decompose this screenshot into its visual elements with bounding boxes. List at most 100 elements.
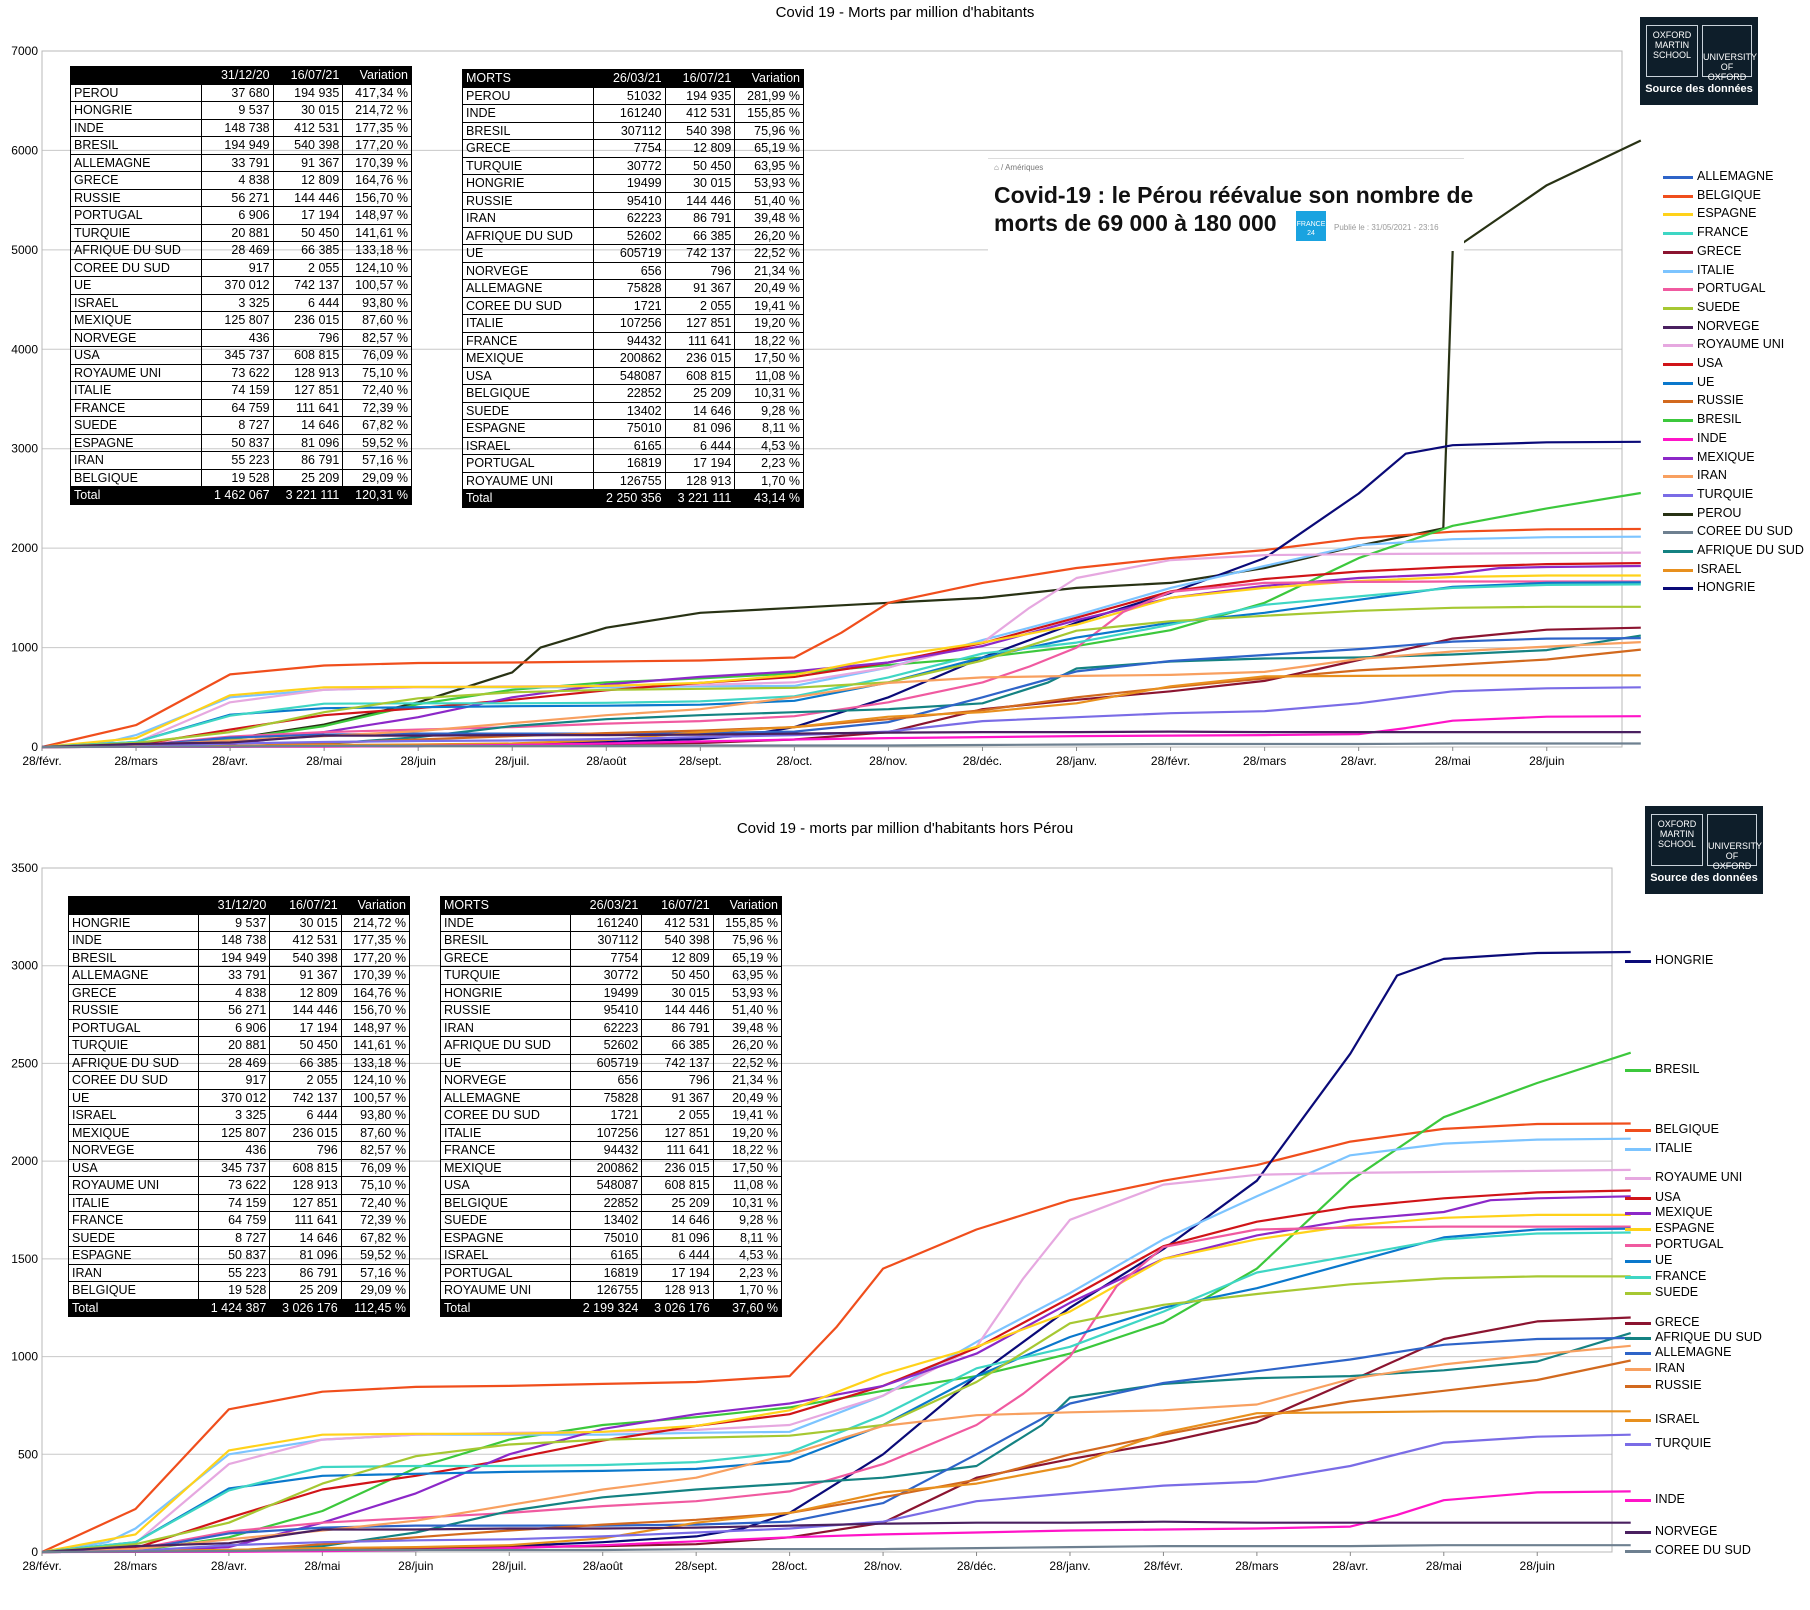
value-cell: 75828 [592, 279, 666, 298]
value-cell: 30 015 [269, 913, 342, 932]
value-cell: 53,93 % [734, 174, 804, 193]
value-cell: 127 851 [664, 314, 736, 333]
table-row: BELGIQUE 19 528 25 209 29,09 % [68, 1281, 411, 1300]
value-cell: 73 622 [200, 363, 274, 382]
end-label-swatch [1625, 1197, 1651, 1200]
table-row: MEXIQUE 125 807 236 015 87,60 % [70, 311, 412, 330]
end-label: MEXIQUE [1655, 1205, 1713, 1219]
x-tick-label: 28/mai [1426, 1559, 1462, 1573]
end-label: UE [1655, 1253, 1673, 1267]
value-cell: 128 913 [664, 471, 736, 490]
series-line-perou [41, 139, 1642, 749]
x-tick-label: 28/févr. [22, 754, 61, 768]
value-cell: 796 [272, 328, 344, 347]
end-label-swatch [1625, 1069, 1651, 1072]
table-row: AFRIQUE DU SUD 52602 66 385 26,20 % [462, 226, 804, 245]
legend-swatch [1663, 493, 1693, 497]
value-cell: 605719 [592, 244, 666, 263]
university-of-oxford-icon: UNIVERSITY OF OXFORD [1702, 25, 1757, 82]
value-cell: 19,20 % [734, 314, 804, 333]
value-cell: 127 851 [641, 1123, 714, 1142]
legend-label: HONGRIE [1697, 580, 1756, 595]
value-cell: 656 [592, 261, 666, 280]
end-label-swatch [1625, 1368, 1651, 1371]
y-tick-label: 3000 [11, 442, 38, 456]
source-link[interactable]: Source des données [1650, 872, 1758, 884]
legend-label: IRAN [1697, 468, 1727, 483]
table-row: USA 345 737 608 815 76,09 % [68, 1158, 411, 1177]
value-cell: 50 837 [197, 1246, 271, 1265]
value-cell: 170,39 % [340, 966, 411, 985]
value-cell: 16/07/21 [272, 66, 344, 85]
value-cell: 236 015 [269, 1123, 342, 1142]
y-tick-label: 1000 [11, 641, 38, 655]
series-line-coree-du-sud [41, 1544, 1631, 1554]
value-cell: 29,09 % [340, 1281, 411, 1300]
value-cell: 17 194 [272, 206, 344, 225]
value-cell: 9 537 [197, 913, 271, 932]
value-cell: 111 641 [664, 331, 736, 350]
value-cell: 21,34 % [712, 1071, 783, 1090]
country-cell: IRAN [70, 451, 202, 470]
value-cell: 1721 [592, 296, 666, 315]
country-cell: PORTUGAL [70, 206, 202, 225]
table-row: MEXIQUE 125 807 236 015 87,60 % [68, 1123, 411, 1142]
table-row: FRANCE 94432 111 641 18,22 % [440, 1141, 783, 1160]
source-link[interactable]: Source des données [1645, 83, 1753, 95]
table-row: ISRAEL 3 325 6 444 93,80 % [70, 293, 412, 312]
value-cell: 12 809 [641, 948, 714, 967]
value-cell: 87,60 % [342, 311, 412, 330]
end-label: BRESIL [1655, 1062, 1700, 1076]
value-cell: 31/12/20 [197, 896, 271, 915]
country-cell: ESPAGNE [462, 419, 594, 438]
value-cell: 540 398 [269, 948, 342, 967]
table-row: GRECE 7754 12 809 65,19 % [462, 139, 804, 158]
value-cell: 64 759 [197, 1211, 271, 1230]
value-cell: 72,40 % [342, 381, 412, 400]
value-cell: 55 223 [197, 1263, 271, 1282]
end-label-swatch [1625, 1148, 1651, 1151]
table-row: ISRAEL 6165 6 444 4,53 % [440, 1246, 783, 1265]
end-label-swatch [1625, 1212, 1651, 1215]
legend-swatch [1663, 232, 1693, 236]
series-line-norvege [41, 1520, 1631, 1554]
x-tick-label: 28/avr. [211, 1559, 247, 1573]
value-cell: 25 209 [269, 1281, 342, 1300]
value-cell: 93,80 % [340, 1106, 411, 1125]
series-line-belgique [41, 527, 1641, 749]
value-cell: 50 450 [641, 966, 714, 985]
value-cell: 540 398 [664, 121, 736, 140]
value-cell: 155,85 % [734, 104, 804, 123]
country-cell: TURQUIE [462, 156, 594, 175]
value-cell: 82,57 % [340, 1141, 411, 1160]
value-cell: 917 [200, 258, 274, 277]
chart-title: Covid 19 - Morts par million d'habitants [775, 4, 1035, 21]
series-line-ue [41, 581, 1641, 749]
series-line-italie [41, 535, 1641, 749]
country-cell: NORVEGE [68, 1141, 199, 1160]
country-cell [70, 66, 202, 85]
value-cell: 128 913 [641, 1281, 714, 1300]
value-cell: 13402 [592, 401, 666, 420]
table-row: ESPAGNE 75010 81 096 8,11 % [440, 1228, 783, 1247]
value-cell: 6 444 [641, 1246, 714, 1265]
country-cell: BRESIL [68, 948, 199, 967]
country-cell: ISRAEL [462, 436, 594, 455]
y-tick-label: 7000 [11, 44, 38, 58]
value-cell: 608 815 [641, 1176, 714, 1195]
country-cell: SUEDE [462, 401, 594, 420]
country-cell: IRAN [462, 209, 594, 228]
country-cell: AFRIQUE DU SUD [462, 226, 594, 245]
value-cell: 548087 [569, 1176, 643, 1195]
y-tick-label: 4000 [11, 342, 38, 356]
value-cell: 59,52 % [340, 1246, 411, 1265]
table-row: RUSSIE 56 271 144 446 156,70 % [70, 188, 412, 207]
y-tick-label: 2500 [11, 1056, 38, 1070]
value-cell: 37 680 [200, 83, 274, 102]
value-cell: 345 737 [200, 346, 274, 365]
table-row: PORTUGAL 6 906 17 194 148,97 % [70, 206, 412, 225]
x-tick-label: 28/oct. [772, 1559, 808, 1573]
oxford-source-logo[interactable]: OXFORD MARTIN SCHOOL UNIVERSITY OF OXFOR… [1640, 17, 1758, 105]
oxford-source-logo[interactable]: OXFORD MARTIN SCHOOL UNIVERSITY OF OXFOR… [1645, 806, 1763, 894]
table-row: UE 605719 742 137 22,52 % [440, 1053, 783, 1072]
